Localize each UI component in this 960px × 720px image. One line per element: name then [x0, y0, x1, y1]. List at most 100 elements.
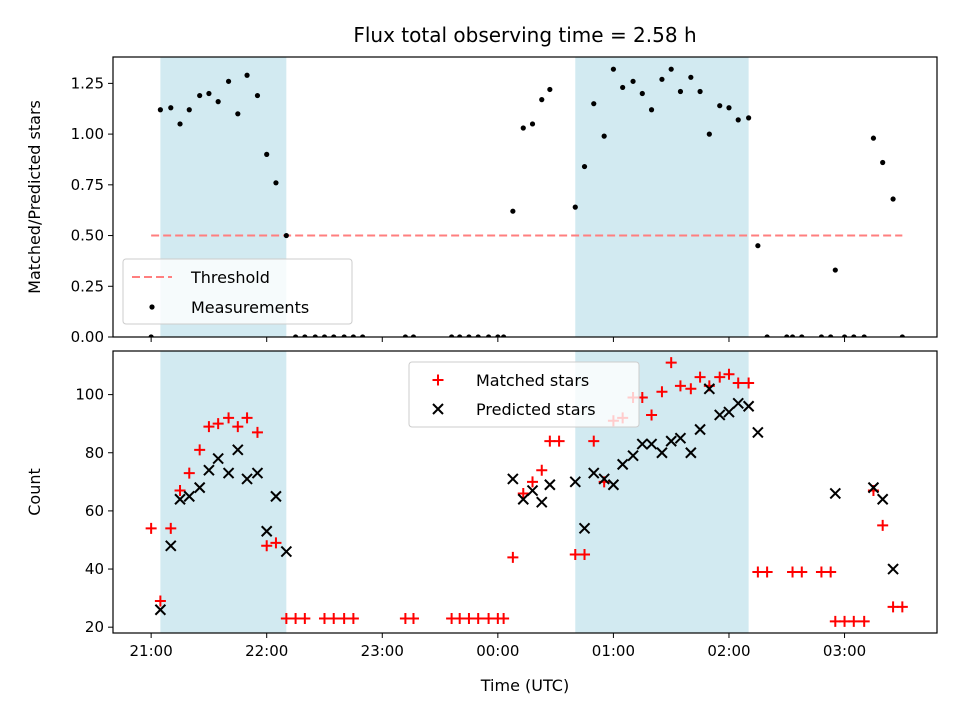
measurement-point: [880, 159, 886, 166]
predicted-star-point: [251, 467, 264, 479]
predicted-star-point: [636, 438, 649, 450]
measurement-point: [341, 334, 347, 337]
matched-star-point: [241, 412, 253, 424]
measurement-point: [706, 131, 712, 137]
matched-star-point: [896, 601, 908, 613]
y-tick-label: 20: [85, 618, 104, 636]
matched-star-point: [145, 522, 157, 534]
measurement-point: [283, 232, 289, 239]
measurement-point: [402, 334, 408, 337]
measurement-point: [890, 196, 896, 202]
matched-star-point: [732, 377, 744, 389]
y-tick-label: 100: [75, 386, 104, 404]
y-tick-label: 0.00: [71, 328, 104, 346]
matched-star-point: [318, 612, 330, 624]
observing-window-shade: [160, 351, 287, 633]
matched-star-point: [154, 595, 166, 607]
y-tick-label: 0.50: [71, 227, 104, 245]
y-tick-label: 1.25: [71, 74, 104, 92]
predicted-star-point: [154, 604, 167, 616]
y-tick-label: 40: [85, 560, 104, 578]
series-group: [148, 66, 905, 337]
x-tick-label: 23:00: [361, 642, 404, 660]
observing-window-shade: [575, 57, 749, 337]
measurement-point: [197, 92, 203, 99]
matched-star-point: [665, 357, 677, 369]
matched-star-point: [544, 435, 556, 447]
measurement-point: [828, 334, 834, 337]
predicted-star-point: [703, 383, 716, 395]
predicted-star-point: [598, 473, 610, 485]
predicted-star-point: [270, 490, 282, 503]
y-tick-label: 80: [85, 444, 104, 462]
matched-star-point: [472, 612, 484, 624]
predicted-star-point: [203, 464, 215, 476]
measurement-point: [539, 97, 545, 103]
matched-star-point: [887, 601, 899, 613]
measurement-point: [321, 334, 328, 337]
measurement-point: [292, 334, 299, 337]
matched-star-point: [270, 537, 282, 549]
predicted-star-point: [665, 435, 677, 447]
matched-star-point: [553, 435, 565, 447]
matched-star-point: [338, 612, 350, 624]
matched-star-point: [839, 615, 851, 627]
matched-star-point: [299, 612, 311, 624]
measurement-point: [547, 86, 553, 93]
measurement-point: [717, 103, 723, 109]
legend: Threshold Measurements: [122, 258, 353, 325]
y-tick-label: 0.25: [71, 277, 104, 295]
predicted-star-point: [742, 400, 755, 412]
measurement-point: [350, 334, 356, 337]
matched-star-point: [694, 371, 706, 383]
predicted-star-point: [507, 473, 519, 485]
y-tick-label: 0.75: [71, 176, 104, 194]
matched-star-point: [579, 549, 591, 561]
measurement-point: [215, 99, 221, 105]
predicted-star-point: [607, 479, 620, 491]
measurement-point: [688, 74, 694, 80]
predicted-star-point: [432, 403, 444, 415]
predicted-star-point: [232, 444, 244, 456]
measurement-point: [148, 334, 154, 337]
ratio-panel: 0.00 0.25 0.50 0.75 1.00 1.25 Matched/Predicte…: [25, 56, 938, 346]
x-tick-label: 01:00: [592, 642, 635, 660]
matched-star-point: [796, 566, 808, 578]
measurement-point: [157, 107, 163, 113]
measurement-point: [659, 76, 665, 82]
axes-frame: [112, 350, 938, 634]
legend-box: [122, 258, 353, 325]
measurement-point: [639, 90, 645, 97]
chart-title: Flux total observing time = 2.58 h: [353, 23, 696, 47]
measurement-point: [746, 115, 752, 121]
measurement-point: [475, 334, 481, 337]
predicted-star-point: [752, 426, 764, 439]
predicted-star-point: [569, 476, 581, 488]
measurement-point: [510, 208, 516, 214]
matched-star-point: [815, 566, 827, 578]
predicted-star-point: [193, 481, 206, 494]
measurement-point: [410, 334, 417, 337]
matched-star-point: [569, 549, 581, 561]
matched-star-point: [527, 476, 539, 488]
measurement-point: [620, 84, 626, 91]
matched-star-point: [507, 551, 519, 563]
predicted-star-point: [165, 540, 177, 552]
y-tick-label: 60: [85, 502, 104, 520]
legend-matched-label: Matched stars: [476, 371, 589, 390]
measurement-point: [149, 304, 155, 310]
measurement-point: [302, 334, 308, 337]
matched-star-point: [407, 612, 419, 624]
measurement-point: [784, 334, 790, 337]
matched-star-point: [877, 519, 889, 531]
predicted-star-point: [536, 496, 548, 508]
matched-star-point: [165, 522, 177, 534]
predicted-star-point: [222, 467, 235, 479]
measurement-point: [254, 92, 261, 99]
matched-star-point: [761, 566, 773, 578]
matched-star-point: [174, 485, 186, 497]
predicted-star-point: [723, 406, 735, 418]
measurement-point: [841, 334, 848, 337]
